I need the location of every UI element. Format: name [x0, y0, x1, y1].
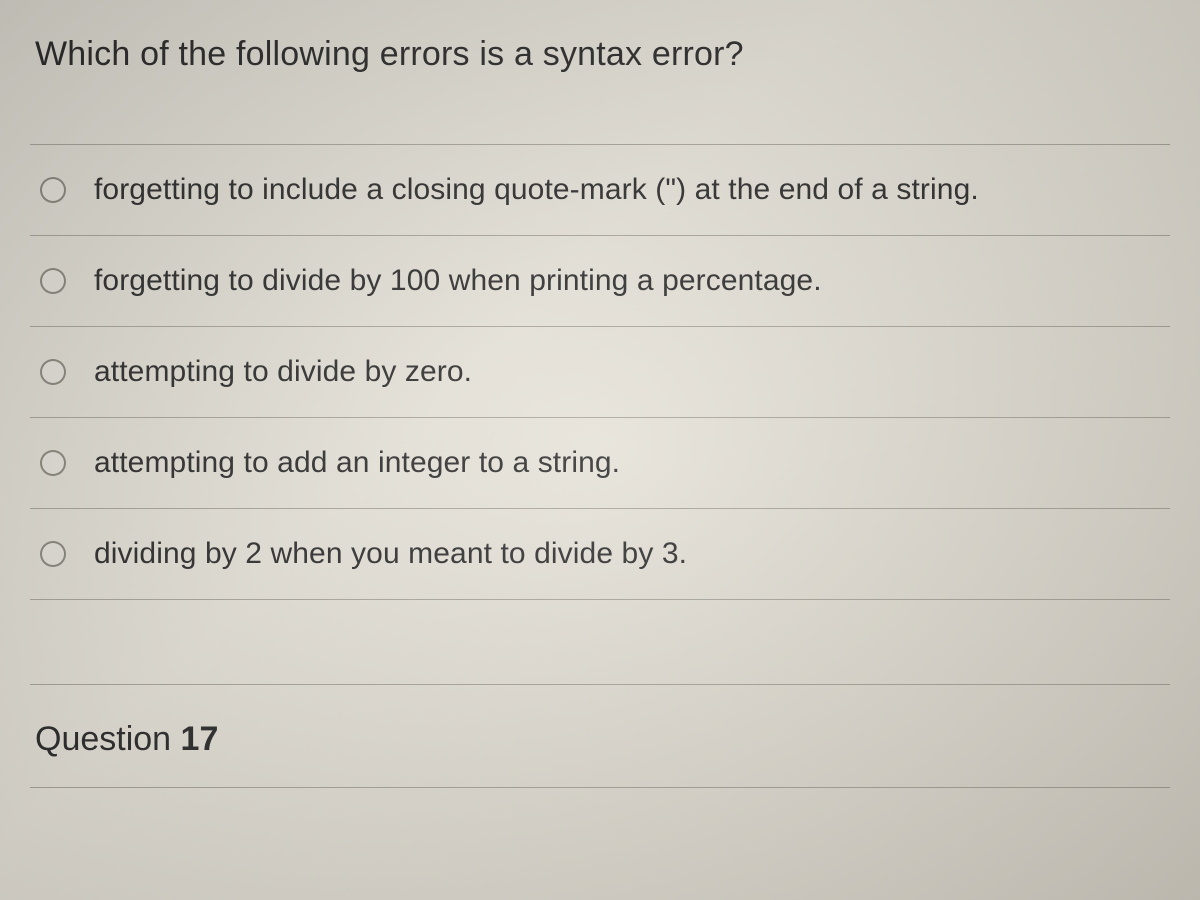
option-label: forgetting to include a closing quote-ma…	[94, 173, 979, 207]
option-label: attempting to add an integer to a string…	[94, 446, 620, 480]
radio-icon[interactable]	[40, 268, 66, 294]
divider	[30, 787, 1170, 788]
radio-icon[interactable]	[40, 359, 66, 385]
option-row[interactable]: dividing by 2 when you meant to divide b…	[30, 508, 1170, 599]
option-label: dividing by 2 when you meant to divide b…	[94, 537, 687, 571]
radio-icon[interactable]	[40, 450, 66, 476]
options-list: forgetting to include a closing quote-ma…	[30, 144, 1170, 788]
option-label: attempting to divide by zero.	[94, 355, 472, 389]
spacer	[30, 599, 1170, 684]
option-row[interactable]: attempting to divide by zero.	[30, 326, 1170, 417]
option-row[interactable]: attempting to add an integer to a string…	[30, 417, 1170, 508]
next-question-number: 17	[181, 720, 219, 758]
next-question-prefix: Question	[35, 720, 181, 758]
radio-icon[interactable]	[40, 541, 66, 567]
option-row[interactable]: forgetting to divide by 100 when printin…	[30, 235, 1170, 326]
option-label: forgetting to divide by 100 when printin…	[94, 264, 822, 298]
question-prompt: Which of the following errors is a synta…	[30, 35, 1170, 74]
option-row[interactable]: forgetting to include a closing quote-ma…	[30, 144, 1170, 235]
radio-icon[interactable]	[40, 177, 66, 203]
next-question-label: Question 17	[35, 720, 1170, 759]
next-question-header: Question 17	[30, 684, 1170, 759]
